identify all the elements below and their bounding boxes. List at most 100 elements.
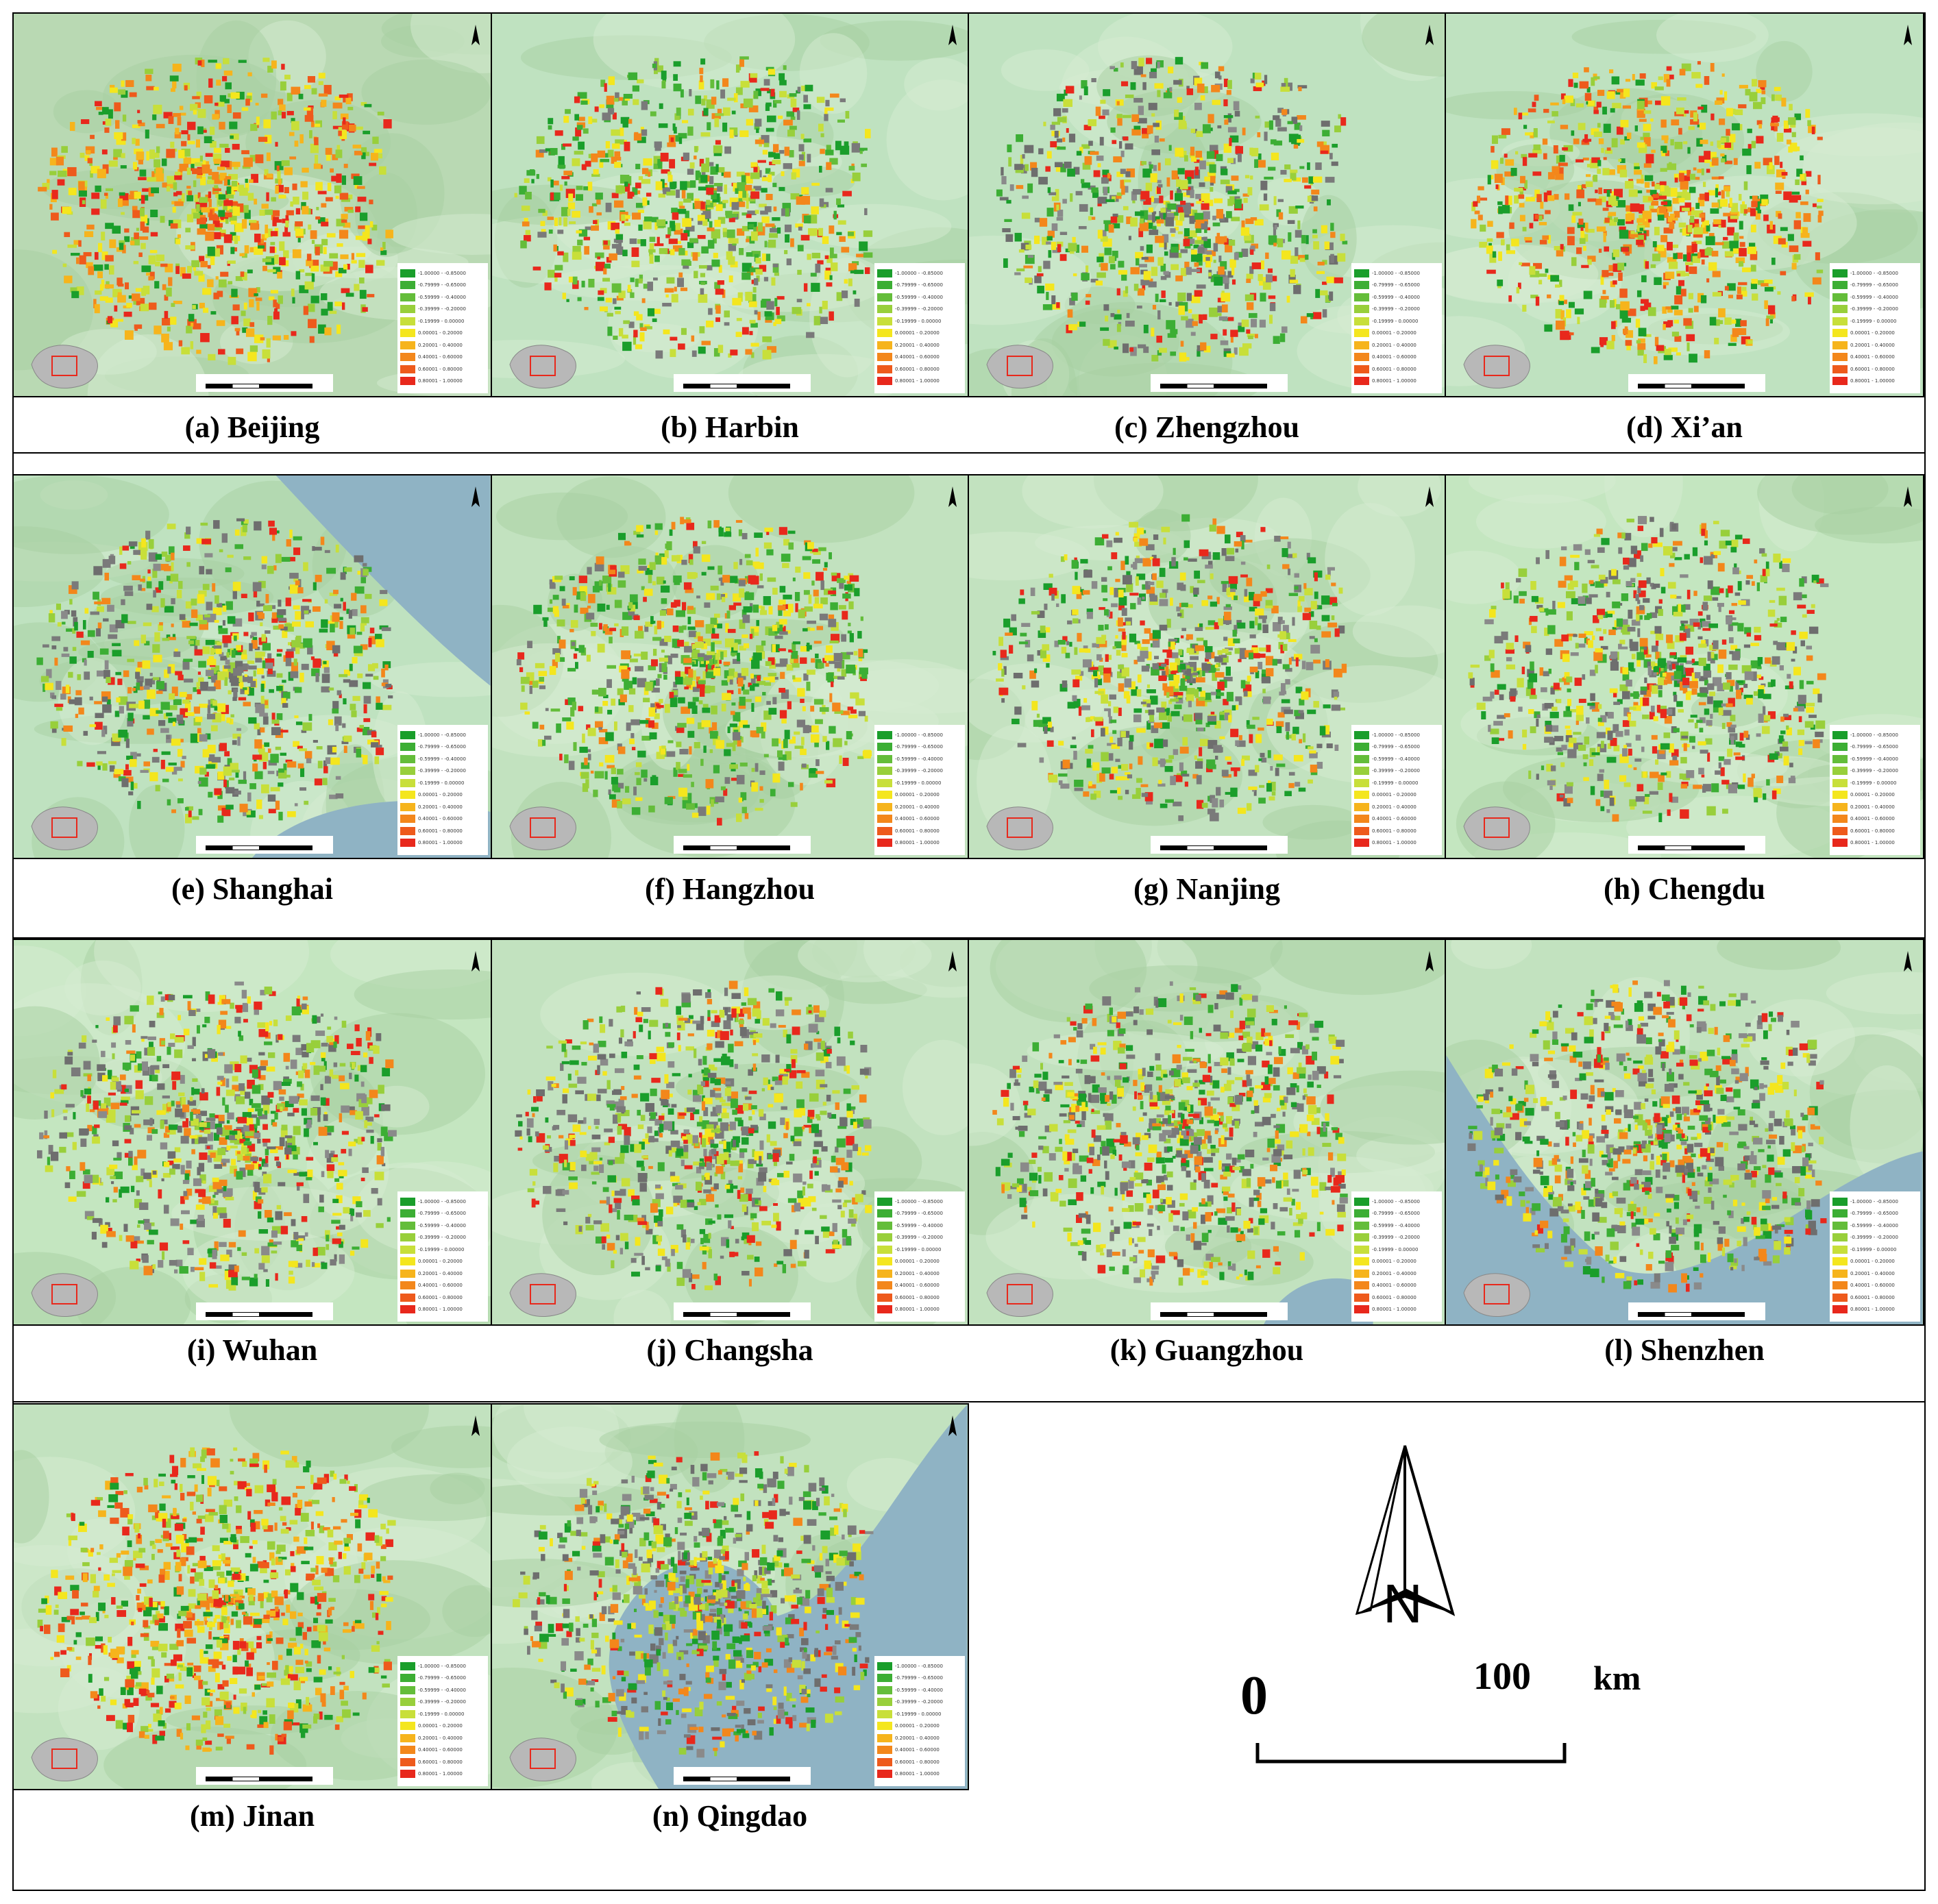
mini-scale-bar	[674, 1302, 811, 1320]
legend-label: 0.20001 - 0.40000	[1372, 342, 1416, 348]
legend-label: 0.60001 - 0.80000	[418, 1759, 463, 1765]
caption-c: (c) Zhengzhou	[1114, 410, 1300, 444]
legend-swatch	[400, 743, 415, 752]
legend-label: 0.20001 - 0.40000	[1850, 342, 1895, 348]
legend-label: 0.60001 - 0.80000	[418, 366, 463, 372]
legend-item: 0.40001 - 0.60000	[877, 813, 962, 826]
legend-label: -0.19999 - 0.00000	[895, 780, 942, 786]
map-panel-i: -1.00000 - -0.85000 -0.79999 - -0.65000 -0…	[12, 939, 492, 1326]
legend-item: -0.19999 - 0.00000	[400, 1708, 485, 1720]
legend-swatch	[1354, 329, 1369, 338]
legend-item: 0.20001 - 0.40000	[877, 801, 962, 813]
legend-label: 0.00001 - 0.20000	[1850, 1259, 1895, 1265]
legend-item: -0.19999 - 0.00000	[877, 1244, 962, 1256]
legend-label: 0.60001 - 0.80000	[895, 1294, 940, 1300]
legend-swatch	[1832, 1197, 1848, 1206]
legend-item: 0.60001 - 0.80000	[1354, 363, 1439, 375]
map-h	[1446, 475, 1923, 858]
legend-label: 0.20001 - 0.40000	[1850, 804, 1895, 810]
legend-label: -0.39999 - -0.20000	[418, 1699, 466, 1705]
legend-item: 0.40001 - 0.60000	[400, 1280, 485, 1292]
legend-swatch	[400, 730, 415, 739]
legend: -1.00000 - -0.85000 -0.79999 - -0.65000 -0…	[1830, 263, 1920, 393]
legend-label: -0.19999 - 0.00000	[1372, 1246, 1419, 1252]
legend-swatch	[1354, 1233, 1369, 1242]
legend-label: 0.80001 - 1.00000	[418, 378, 463, 384]
mini-scale-bar	[196, 836, 333, 854]
legend-label: -0.39999 - -0.20000	[418, 1235, 466, 1241]
legend-label: 0.80001 - 1.00000	[1850, 840, 1895, 846]
legend-item: -1.00000 - -0.85000	[400, 729, 485, 741]
mini-scale-bar	[196, 1767, 333, 1785]
legend: -1.00000 - -0.85000 -0.79999 - -0.65000 -0…	[874, 1191, 965, 1322]
legend-swatch	[400, 839, 415, 848]
legend-item: 0.20001 - 0.40000	[1354, 1268, 1439, 1280]
map-i	[14, 940, 491, 1324]
legend-swatch	[877, 1209, 892, 1218]
legend-label: 0.00001 - 0.20000	[418, 330, 463, 336]
legend-swatch	[1832, 341, 1848, 349]
legend-label: -1.00000 - -0.85000	[418, 270, 466, 276]
legend-label: -0.19999 - 0.00000	[1372, 780, 1419, 786]
legend-item: -1.00000 - -0.85000	[1354, 267, 1439, 280]
legend-swatch	[400, 293, 415, 301]
legend-swatch	[1354, 1305, 1369, 1314]
mini-scale-bar	[674, 836, 811, 854]
legend-swatch	[877, 1245, 892, 1254]
legend-swatch	[1354, 754, 1369, 763]
legend-item: 0.00001 - 0.20000	[400, 327, 485, 340]
legend-swatch	[1354, 269, 1369, 277]
legend-swatch	[877, 743, 892, 752]
legend-label: 0.20001 - 0.40000	[895, 1270, 940, 1276]
legend-label: -0.39999 - -0.20000	[1372, 768, 1420, 774]
caption-f: (f) Hangzhou	[644, 872, 815, 906]
legend-swatch	[877, 305, 892, 314]
legend-swatch	[877, 1197, 892, 1206]
legend-swatch	[400, 305, 415, 314]
legend-swatch	[877, 1674, 892, 1683]
legend-label: 0.60001 - 0.80000	[1372, 366, 1416, 372]
north-letter: N	[1383, 1573, 1423, 1634]
locator-inset	[509, 806, 576, 851]
legend-swatch	[400, 1674, 415, 1683]
legend-item: -0.19999 - 0.00000	[400, 777, 485, 789]
legend-label: 0.40001 - 0.60000	[418, 816, 463, 822]
legend-swatch	[400, 1770, 415, 1779]
legend-label: -0.79999 - -0.65000	[895, 744, 943, 750]
legend-swatch	[877, 1698, 892, 1707]
scale-unit: km	[1593, 1659, 1641, 1697]
legend-swatch	[1354, 305, 1369, 314]
legend-label: 0.00001 - 0.20000	[418, 1723, 463, 1729]
legend-label: -0.59999 - -0.40000	[1372, 294, 1420, 300]
legend-item: -1.00000 - -0.85000	[877, 1660, 962, 1672]
legend-item: -0.59999 - -0.40000	[877, 1684, 962, 1696]
legend-swatch	[1354, 802, 1369, 811]
legend-label: 0.40001 - 0.60000	[1372, 1283, 1416, 1289]
legend-label: -0.39999 - -0.20000	[895, 1235, 943, 1241]
locator-inset	[986, 1273, 1053, 1318]
map-panel-n: -1.00000 - -0.85000 -0.79999 - -0.65000 -0…	[491, 1403, 969, 1790]
legend-item: -0.79999 - -0.65000	[877, 1208, 962, 1220]
legend-item: 0.80001 - 1.00000	[1354, 1304, 1439, 1316]
legend-item: -0.39999 - -0.20000	[877, 1232, 962, 1244]
legend-label: 0.80001 - 1.00000	[895, 1307, 940, 1313]
mini-north-icon	[1425, 25, 1434, 45]
legend-swatch	[400, 1209, 415, 1218]
map-panel-b: -1.00000 - -0.85000 -0.79999 - -0.65000 -0…	[491, 12, 969, 397]
legend-swatch	[1354, 1257, 1369, 1266]
legend-swatch	[1354, 826, 1369, 835]
legend-label: 0.00001 - 0.20000	[895, 792, 940, 798]
legend-item: -0.79999 - -0.65000	[1832, 741, 1917, 754]
legend-label: -1.00000 - -0.85000	[1850, 1198, 1898, 1204]
legend-label: -0.19999 - 0.00000	[1850, 1246, 1897, 1252]
legend-label: -0.39999 - -0.20000	[895, 768, 943, 774]
legend-item: 0.40001 - 0.60000	[400, 351, 485, 364]
legend-swatch	[877, 778, 892, 787]
map-l	[1446, 940, 1923, 1324]
legend-item: -1.00000 - -0.85000	[400, 267, 485, 280]
legend: -1.00000 - -0.85000 -0.79999 - -0.65000 -0…	[397, 1656, 488, 1786]
mini-north-icon	[948, 25, 957, 45]
legend-label: -0.59999 - -0.40000	[1372, 1222, 1420, 1228]
legend-label: 0.60001 - 0.80000	[1850, 828, 1895, 834]
mini-scale-bar	[1151, 836, 1288, 854]
